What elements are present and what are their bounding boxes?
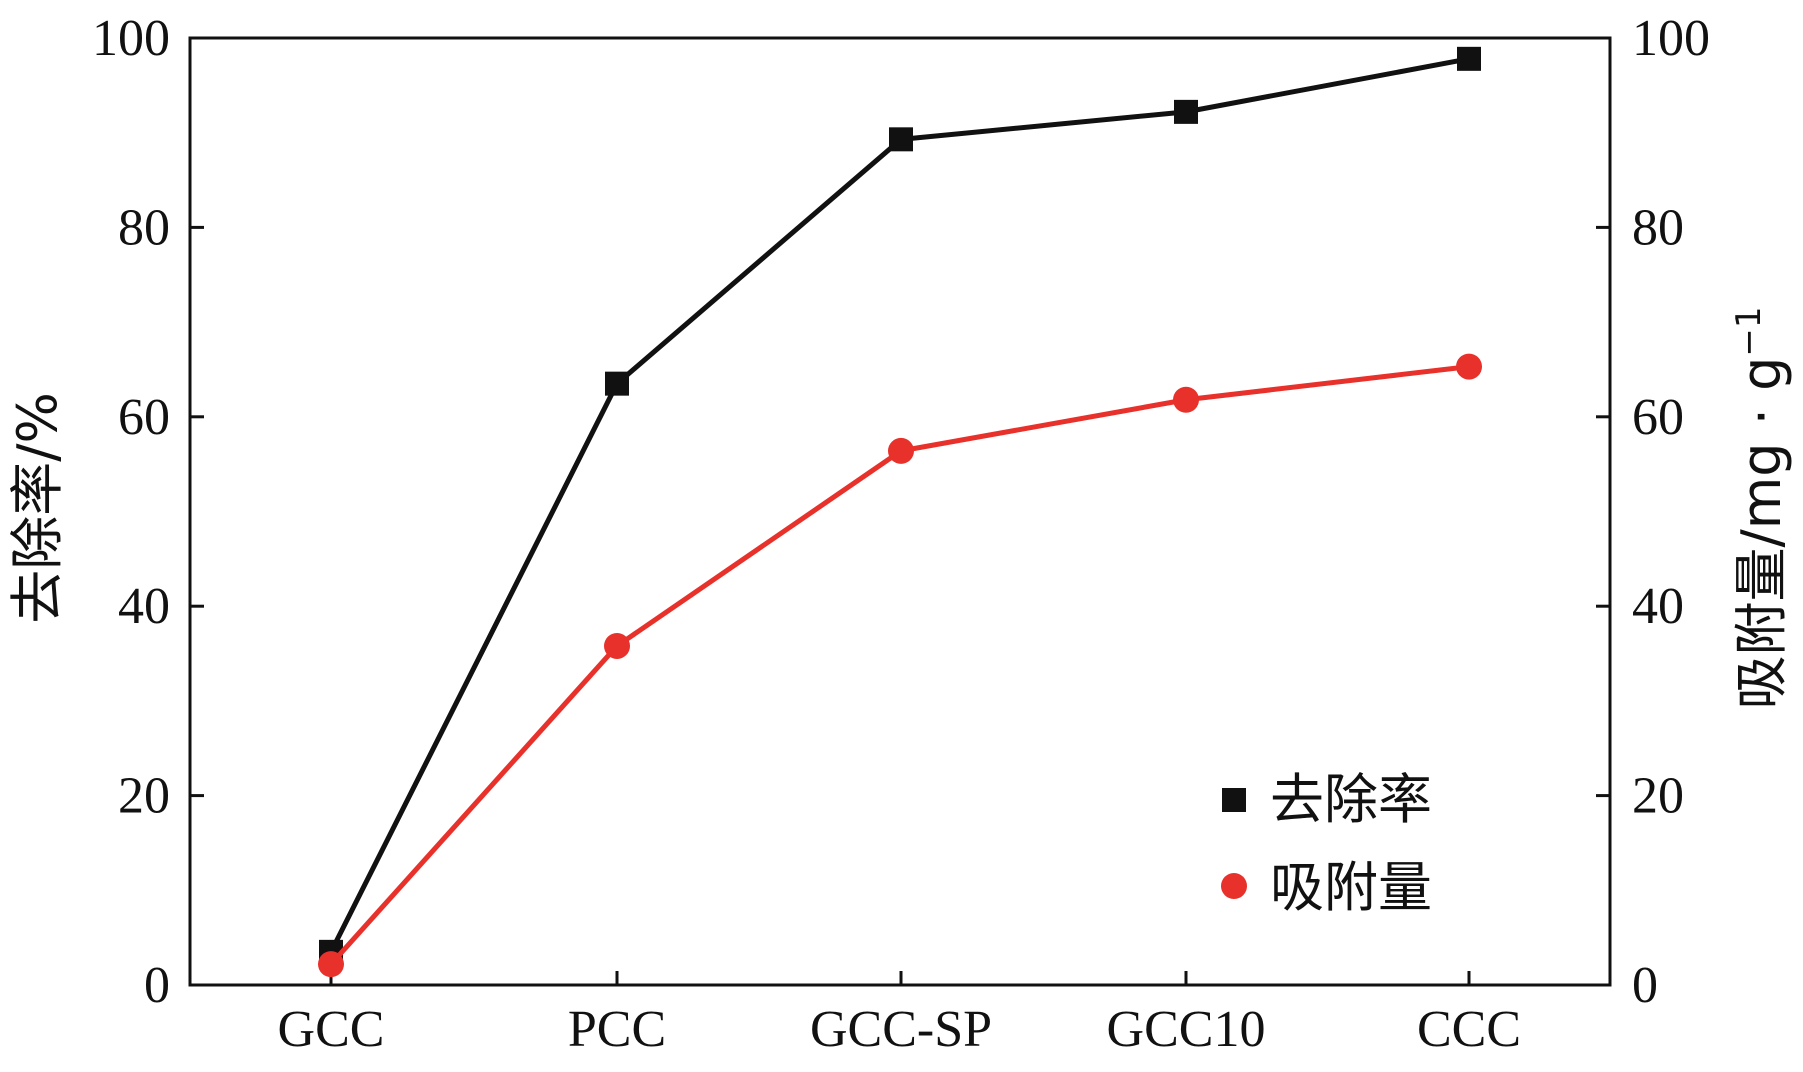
legend-square-marker	[1222, 788, 1246, 812]
adsorption-point	[1173, 386, 1199, 413]
legend: 去除率 吸附量	[1221, 768, 1432, 919]
left-y-tick-label: 80	[118, 199, 170, 256]
x-tick-label: GCC	[278, 1001, 385, 1058]
legend-label-adsorption: 吸附量	[1270, 856, 1432, 919]
right-y-tick-label: 0	[1632, 957, 1658, 1014]
right-y-tick-label: 100	[1632, 10, 1710, 67]
x-tick-label: PCC	[568, 1001, 666, 1058]
legend-circle-marker	[1221, 873, 1247, 899]
left-axis-title: 去除率/%	[6, 392, 69, 624]
right-axis-title-main: 吸附量/mg · g	[1730, 357, 1793, 710]
right-y-tick-label: 80	[1632, 199, 1684, 256]
removal-rate-point	[605, 371, 629, 396]
legend-label-removal-rate: 去除率	[1270, 768, 1432, 831]
left-y-tick-label: 100	[92, 10, 170, 67]
removal-rate-point	[889, 127, 913, 152]
x-tick-label: GCC10	[1107, 1001, 1266, 1058]
adsorption-point	[888, 437, 914, 464]
adsorption-point	[604, 632, 630, 659]
left-y-tick-label: 0	[144, 957, 170, 1014]
x-tick-label: CCC	[1417, 1001, 1521, 1058]
left-y-tick-label: 20	[118, 768, 170, 825]
right-y-tick-label: 40	[1632, 578, 1684, 635]
right-y-tick-label: 60	[1632, 389, 1684, 446]
removal-rate-point	[1174, 99, 1198, 124]
right-axis-title: 吸附量/mg · g−1	[1729, 307, 1793, 710]
left-y-tick-label: 40	[118, 578, 170, 635]
plot-frame	[188, 36, 1612, 987]
right-y-tick-label: 20	[1632, 768, 1684, 825]
left-y-tick-label: 60	[118, 389, 170, 446]
right-axis-title-superscript: −1	[1729, 307, 1769, 357]
adsorption-point	[318, 951, 344, 978]
x-tick-label: GCC-SP	[810, 1001, 992, 1058]
adsorption-point	[1456, 353, 1482, 380]
removal-rate-point	[1457, 46, 1481, 71]
